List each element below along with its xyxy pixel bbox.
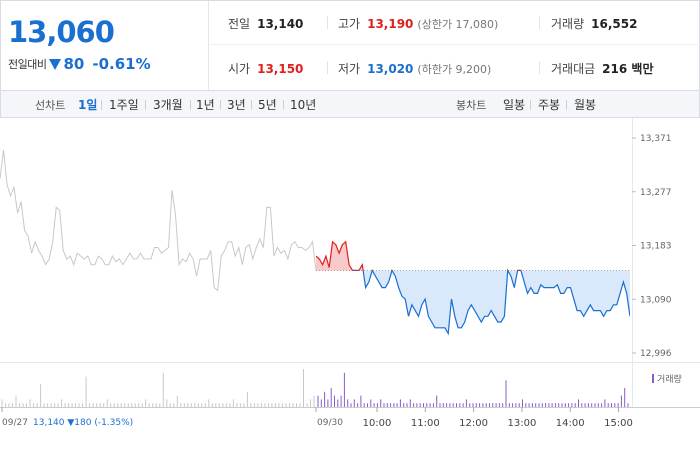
volume-legend-swatch [652,374,654,383]
y-tick-label: 13,371 [640,134,672,144]
y-axis: 13,371 13,277 13,183 13,090 12,996 [632,134,672,359]
divider [327,61,328,74]
divider [101,100,102,110]
tab-3m[interactable]: 3개월 [153,98,183,112]
x-tick-label: 14:00 [556,418,585,429]
stat-label: 거래량 [551,17,585,31]
stat-value: 13,140 [257,17,304,31]
change-label: 전일대비 [8,58,47,71]
y-tick-label: 13,277 [640,188,672,198]
price-box: 13,060 전일대비 80 -0.61% [1,1,209,90]
down-arrow-icon [49,58,62,70]
stock-summary: 13,060 전일대비 80 -0.61% 전일 13,140 고가 13,190(… [0,0,700,91]
divider [530,100,531,110]
tab-3y[interactable]: 3년 [227,98,246,112]
tab-1w[interactable]: 1주일 [109,98,139,112]
current-price: 13,060 [8,15,115,49]
x-tick-label: 11:00 [411,418,440,429]
stats-grid: 전일 13,140 고가 13,190 (상한가 17,080) 거래량 16,552 … [210,1,700,90]
tab-daily-candle[interactable]: 일봉 [503,98,526,112]
divider [220,100,221,110]
time-axis: 10:00 11:00 12:00 13:00 14:00 15:00 [1,407,633,429]
line-chart-label: 선차트 [35,99,66,112]
divider [145,100,146,110]
prev-day-date: 09/27 [2,418,28,428]
tab-10y[interactable]: 10년 [290,98,317,112]
tab-1d[interactable]: 1일 [78,98,98,112]
stat-value: 216 백만 [602,62,654,76]
stat-value: 13,150 [257,62,304,76]
x-tick-label: 12:00 [459,418,488,429]
stat-value: 16,552 [591,17,638,31]
tab-5y[interactable]: 5년 [258,98,277,112]
tab-monthly-candle[interactable]: 월봉 [574,98,597,112]
prev-day-series [0,149,317,292]
stat-value: 13,190 [367,17,414,31]
divider [190,100,191,110]
x-tick-label: 10:00 [363,418,392,429]
stat-value: 13,020 [367,62,414,76]
chart-period-tabs: 선차트 1일 1주일 3개월 1년 3년 5년 10년 봉차트 일봉 주봉 월봉 [0,91,700,118]
stat-label: 저가 [338,62,361,76]
stat-label: 시가 [228,62,251,76]
divider [539,16,540,29]
divider [539,61,540,74]
stat-label: 거래대금 [551,62,596,76]
stat-label: 전일 [228,17,251,31]
stat-open: 시가 13,150 [228,60,303,77]
x-tick-label: 13:00 [507,418,536,429]
stat-high: 고가 13,190 (상한가 17,080) [338,15,498,32]
divider [566,100,567,110]
change-value: 80 [63,55,85,73]
y-tick-label: 13,183 [640,242,672,252]
divider [327,16,328,29]
above-prev-close-area [316,241,630,271]
upper-limit: (상한가 17,080) [417,18,499,31]
prev-day-line [0,149,317,292]
lower-limit: (하한가 9,200) [417,63,492,76]
tab-1y[interactable]: 1년 [196,98,215,112]
prev-day-info: 09/27 13,140 ▼180 (-1.35%) [2,418,133,428]
change-row: 전일대비 80 -0.61% [8,55,151,73]
stat-volume: 거래량 16,552 [551,15,637,32]
stat-label: 고가 [338,17,361,31]
today-date: 09/30 [317,418,343,428]
prev-day-summary: 13,140 ▼180 (-1.35%) [33,418,133,428]
candle-chart-label: 봉차트 [456,99,487,112]
stat-prev-close: 전일 13,140 [228,15,303,32]
divider [251,100,252,110]
stats-row-2: 시가 13,150 저가 13,020 (하한가 9,200) 거래대금 216 백만 [210,46,700,90]
volume-bars [1,369,629,407]
x-tick-label: 15:00 [604,418,633,429]
divider [283,100,284,110]
stat-low: 저가 13,020 (하한가 9,200) [338,60,491,77]
volume-legend-label: 거래량 [657,373,682,385]
intraday-price-chart[interactable]: 13,371 13,277 13,183 13,090 12,996 10:00 11:0… [0,118,700,450]
volume-legend: 거래량 [652,373,682,385]
y-tick-label: 12,996 [640,349,672,359]
y-tick-label: 13,090 [640,295,672,305]
change-percent: -0.61% [92,55,151,73]
today-series [316,240,630,336]
stat-trade-value: 거래대금 216 백만 [551,60,653,77]
tab-weekly-candle[interactable]: 주봉 [538,98,561,112]
stats-row-1: 전일 13,140 고가 13,190 (상한가 17,080) 거래량 16,552 [210,1,700,45]
today-line-below [351,270,630,336]
